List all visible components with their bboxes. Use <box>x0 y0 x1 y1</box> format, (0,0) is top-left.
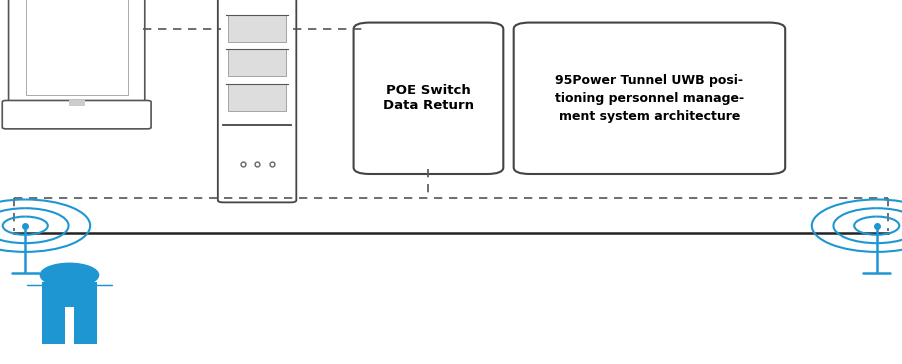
FancyBboxPatch shape <box>217 0 296 202</box>
FancyBboxPatch shape <box>354 23 503 174</box>
Text: POE Switch
Data Return: POE Switch Data Return <box>383 84 474 112</box>
Bar <box>69 100 85 106</box>
Bar <box>25 0 128 95</box>
FancyBboxPatch shape <box>513 23 785 174</box>
FancyBboxPatch shape <box>9 0 144 105</box>
Circle shape <box>41 263 98 287</box>
Bar <box>42 307 65 344</box>
Text: 95Power Tunnel UWB posi-
tioning personnel manage-
ment system architecture: 95Power Tunnel UWB posi- tioning personn… <box>555 74 744 123</box>
Bar <box>227 84 286 111</box>
Bar <box>42 282 97 307</box>
Bar <box>227 15 286 42</box>
FancyBboxPatch shape <box>3 100 152 129</box>
Bar <box>74 307 97 344</box>
Bar <box>227 49 286 76</box>
